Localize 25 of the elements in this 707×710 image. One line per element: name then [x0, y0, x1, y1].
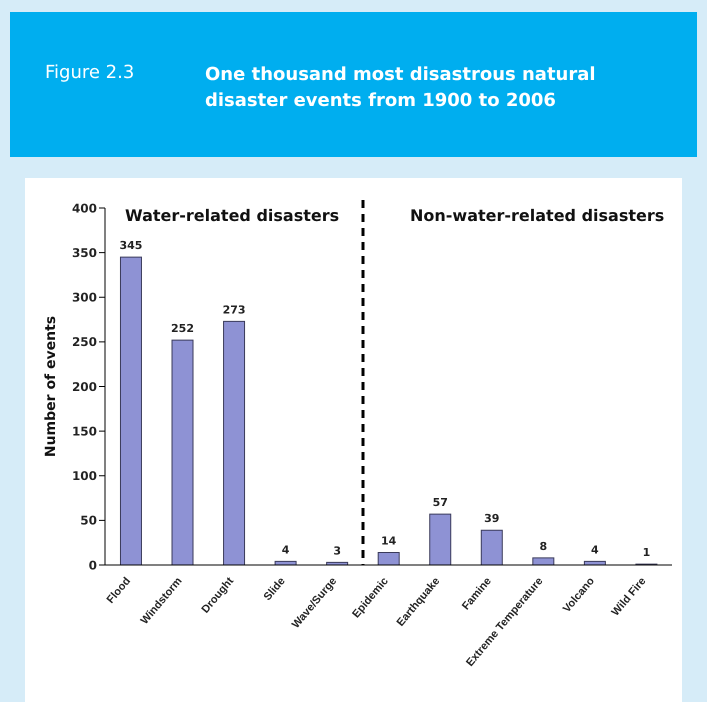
- y-tick-label: 0: [88, 558, 97, 572]
- data-label: 252: [171, 322, 194, 336]
- data-label: 57: [432, 496, 448, 510]
- y-axis-title: Number of events: [42, 316, 59, 458]
- y-tick-label: 350: [72, 246, 97, 260]
- data-label: 345: [119, 239, 142, 252]
- data-label: 3: [333, 544, 341, 558]
- data-label: 8: [540, 540, 548, 553]
- annotation: Non-water-related disasters: [410, 206, 664, 225]
- caption: Figure 2.3: [45, 62, 134, 83]
- y-tick-label: 250: [72, 335, 97, 350]
- annotation: Water-related disasters: [125, 206, 340, 225]
- y-tick-label: 100: [72, 469, 97, 484]
- data-label: 39: [484, 512, 500, 526]
- y-tick-label: 150: [72, 424, 97, 438]
- y-tick-label: 200: [72, 380, 97, 394]
- data-label: 4: [282, 543, 290, 556]
- y-tick-label: 300: [72, 290, 97, 305]
- data-label: 14: [381, 534, 397, 548]
- data-label: 4: [591, 543, 600, 556]
- y-tick-label: 400: [72, 201, 97, 216]
- y-tick-label: 50: [80, 514, 97, 528]
- data-label: 273: [222, 303, 246, 316]
- chart-title: One thousand most disastrous natural disaster events from 1900 to 2006: [205, 63, 597, 113]
- data-label: 1: [642, 546, 650, 560]
